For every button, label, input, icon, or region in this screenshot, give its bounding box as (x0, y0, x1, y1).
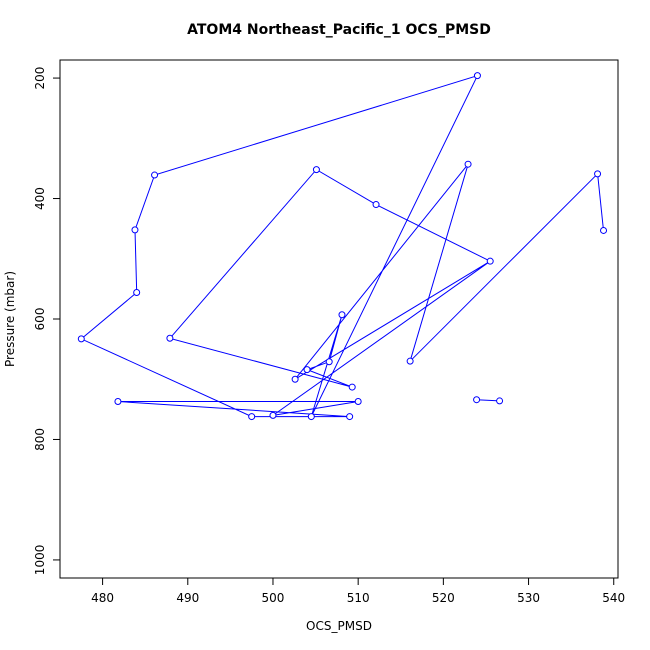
data-point (600, 226, 608, 234)
series-line-segment (476, 399, 500, 402)
y-tick-label: 400 (33, 187, 47, 210)
data-point (131, 226, 139, 234)
y-tick-label: 200 (33, 67, 47, 90)
data-point (291, 375, 299, 383)
data-point (473, 72, 481, 80)
x-tick-label: 530 (517, 591, 540, 605)
data-point (248, 413, 256, 421)
data-point (307, 413, 315, 421)
y-axis-label: Pressure (mbar) (3, 271, 17, 367)
data-point (312, 166, 320, 174)
x-tick-label: 500 (262, 591, 285, 605)
data-point (496, 397, 504, 405)
chart-title: ATOM4 Northeast_Pacific_1 OCS_PMSD (187, 22, 491, 38)
x-tick-label: 480 (91, 591, 114, 605)
data-point (372, 201, 380, 209)
x-tick-label: 540 (602, 591, 625, 605)
data-point (346, 413, 354, 421)
x-axis: 480 490 500 510 520 530 540 (91, 577, 625, 605)
data-point (77, 335, 85, 343)
y-tick-label: 800 (33, 428, 47, 451)
series-line (80, 74, 604, 418)
x-tick-label: 510 (347, 591, 370, 605)
data-point (406, 357, 414, 365)
data-point (348, 383, 356, 391)
y-tick-label: 600 (33, 308, 47, 331)
data-point (354, 398, 362, 406)
data-point (303, 366, 311, 374)
data-point (166, 334, 174, 342)
plot-frame (59, 59, 619, 579)
x-tick-label: 520 (432, 591, 455, 605)
data-point (594, 170, 602, 178)
x-tick-label: 490 (176, 591, 199, 605)
y-axis: 200 400 600 800 1000 (33, 67, 61, 576)
plot-area (77, 72, 608, 421)
data-point (338, 311, 346, 319)
data-point (114, 398, 122, 406)
data-point (473, 396, 481, 404)
data-point (269, 411, 277, 419)
data-point (325, 358, 333, 366)
data-point (133, 288, 141, 296)
data-point (486, 257, 494, 265)
data-point (464, 160, 472, 168)
y-tick-label: 1000 (33, 545, 47, 576)
data-point (151, 171, 159, 179)
x-axis-label: OCS_PMSD (306, 619, 372, 633)
